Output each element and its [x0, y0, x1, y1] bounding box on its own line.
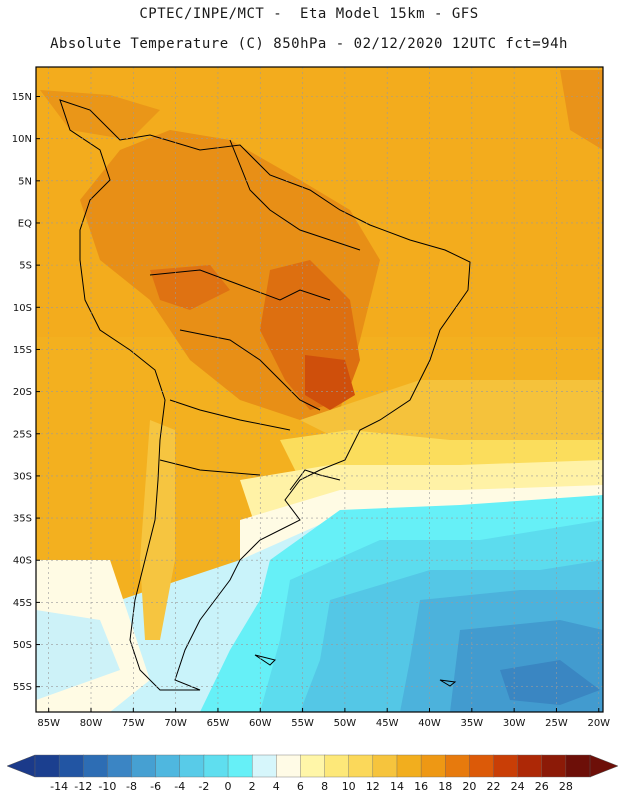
colorbar-swatch	[396, 754, 422, 778]
colorbar-label: -10	[98, 780, 116, 793]
lon-label: 40W	[418, 718, 441, 729]
colorbar-swatch	[107, 754, 133, 778]
colorbar-label: 2	[249, 780, 256, 793]
colorbar-label: -4	[174, 780, 185, 793]
colorbar-label: 24	[511, 780, 525, 793]
colorbar-swatch	[445, 754, 471, 778]
colorbar-label: 20	[462, 780, 476, 793]
colorbar-label: 18	[438, 780, 452, 793]
lat-label: 20S	[13, 387, 32, 398]
lon-label: 55W	[291, 718, 314, 729]
longitude-labels: 85W 80W 75W 70W 65W 60W 55W 50W 45W 40W 35W 30W 25W 2…	[37, 708, 610, 729]
lat-label: 10S	[13, 303, 32, 314]
map-title-line1: CPTEC/INPE/MCT - Eta Model 15km - GFS	[139, 6, 479, 22]
colorbar-swatch	[420, 754, 446, 778]
colorbar-label: 14	[390, 780, 404, 793]
colorbar-swatch	[227, 754, 253, 778]
lat-label: 25S	[13, 429, 32, 440]
lon-label: 30W	[503, 718, 526, 729]
colorbar-swatch	[493, 754, 519, 778]
colorbar-label: -14	[50, 780, 68, 793]
lon-label: 85W	[37, 718, 60, 729]
lon-label: 25W	[545, 718, 568, 729]
colorbar-label: 26	[535, 780, 549, 793]
colorbar-swatch	[83, 754, 109, 778]
colorbar-label: 12	[366, 780, 380, 793]
colorbar-label: 6	[297, 780, 304, 793]
colorbar-swatch	[517, 754, 543, 778]
temperature-field	[36, 67, 603, 712]
colorbar-label: 0	[225, 780, 232, 793]
lat-label: 45S	[13, 598, 32, 609]
colorbar-swatch	[203, 754, 229, 778]
colorbar-swatch	[251, 754, 278, 778]
colorbar-label: -8	[126, 780, 137, 793]
map-title-line2: Absolute Temperature (C) 850hPa - 02/12/…	[50, 36, 568, 52]
lon-label: 80W	[80, 718, 103, 729]
lat-label: 15N	[12, 92, 32, 103]
colorbar-label: 4	[273, 780, 280, 793]
colorbar-label: 28	[559, 780, 573, 793]
lat-label: 30S	[13, 471, 32, 482]
colorbar-swatch	[276, 754, 302, 778]
lon-label: 35W	[461, 718, 484, 729]
lat-label: 35S	[13, 514, 32, 525]
lon-label: 75W	[122, 718, 145, 729]
lon-label: 65W	[207, 718, 230, 729]
colorbar-label: -2	[198, 780, 209, 793]
plot-frame	[35, 66, 604, 713]
colorbar-swatch	[34, 754, 60, 778]
colorbar-label: -6	[150, 780, 161, 793]
colorbar-swatch	[565, 754, 591, 778]
lon-label: 50W	[334, 718, 357, 729]
lat-label: 15S	[13, 345, 32, 356]
colorbar-swatch	[58, 754, 84, 778]
colorbar-swatch	[179, 754, 205, 778]
colorbar-over-arrow	[589, 754, 618, 778]
coastline-borders	[59, 99, 471, 691]
latitude-labels: 15N 10N 5N EQ 5S 10S 15S 20S 25S 30S 35S 40S 45S 50S 5…	[12, 92, 40, 693]
lon-label: 20W	[587, 718, 610, 729]
colorbar-swatch	[372, 754, 398, 778]
colorbar-under-arrow	[6, 754, 36, 778]
lat-label: EQ	[18, 218, 32, 229]
lat-label: 5N	[18, 176, 32, 187]
colorbar-label: 10	[342, 780, 356, 793]
lon-label: 70W	[164, 718, 187, 729]
colorbar-label: 16	[414, 780, 428, 793]
lat-label: 55S	[13, 682, 32, 693]
colorbar-swatch	[131, 754, 157, 778]
lat-label: 10N	[12, 134, 32, 145]
colorbar-swatch	[300, 754, 326, 778]
colorbar-label: -12	[74, 780, 92, 793]
colorbar-swatch	[541, 754, 567, 778]
colorbar-swatch	[155, 754, 181, 778]
lat-label: 40S	[13, 556, 32, 567]
colorbar-swatch	[324, 754, 350, 778]
colorbar-swatch	[469, 754, 495, 778]
lon-label: 60W	[249, 718, 272, 729]
lat-label: 5S	[19, 261, 32, 272]
colorbar-label: 22	[486, 780, 500, 793]
colorbar-label: 8	[321, 780, 328, 793]
lon-label: 45W	[376, 718, 399, 729]
colorbar-swatch	[348, 754, 374, 778]
lat-label: 50S	[13, 640, 32, 651]
